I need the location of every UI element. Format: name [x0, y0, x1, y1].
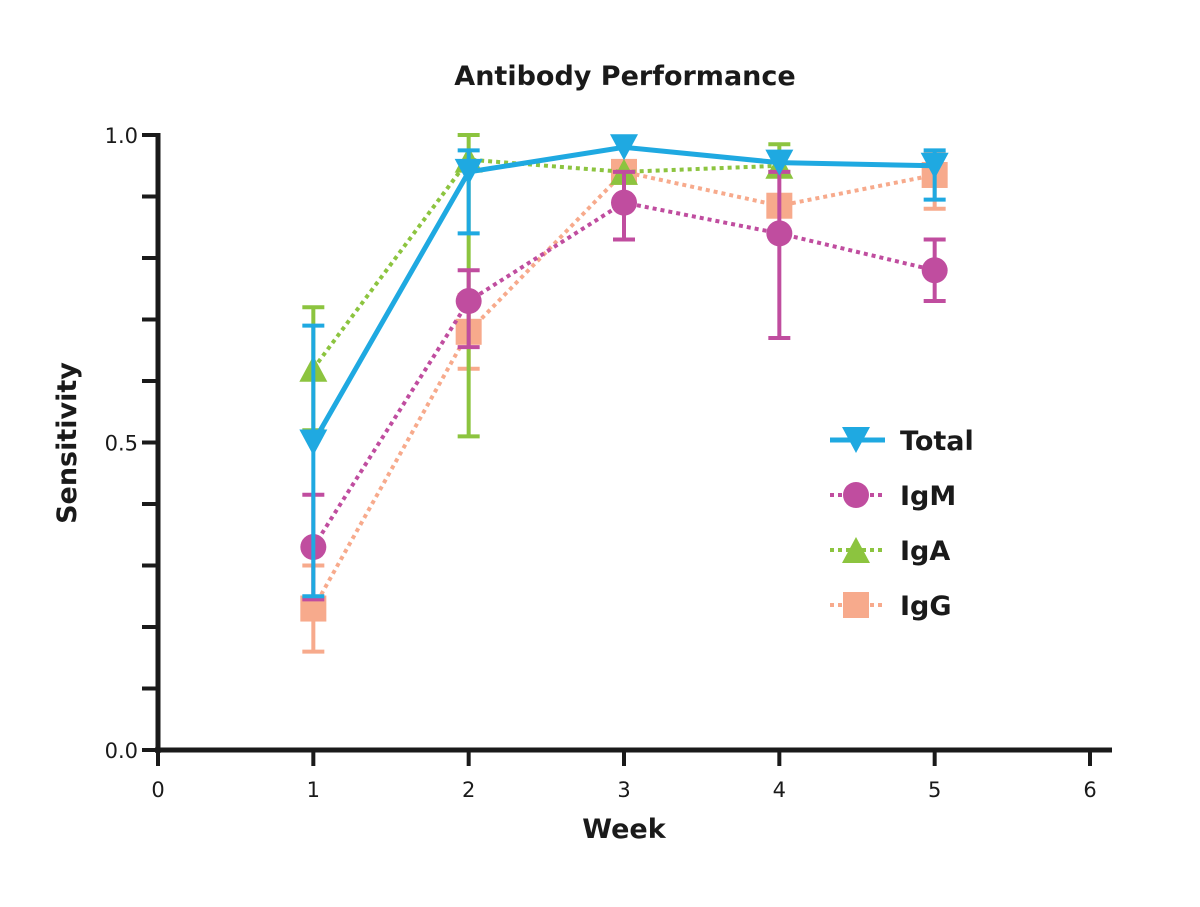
y-tick-label: 1.0: [105, 124, 138, 148]
plot-area: [299, 133, 949, 654]
data-point: [765, 149, 794, 176]
data-point: [611, 189, 637, 216]
series-igm: [300, 169, 948, 602]
legend-marker: [843, 482, 869, 508]
axes: 0.0 0.5 1.0 0 1 2 3 4 5 6: [105, 124, 1112, 802]
data-point: [299, 429, 328, 456]
series-line: [311, 169, 936, 610]
legend-marker: [842, 537, 870, 563]
legend-label: Total: [900, 426, 974, 457]
legend-marker: [843, 592, 869, 618]
x-tick-label: 0: [151, 778, 164, 802]
y-tick-label: 0.5: [105, 432, 138, 456]
data-point: [920, 152, 949, 179]
legend: Total IgM IgA IgG: [830, 426, 974, 622]
data-point: [454, 158, 483, 185]
legend-marker: [842, 427, 870, 453]
x-tick-label: 3: [617, 778, 630, 802]
y-tick-label: 0.0: [105, 739, 138, 763]
series-total: [299, 134, 949, 599]
data-point: [766, 220, 793, 247]
x-tick-label: 5: [928, 778, 941, 802]
legend-label: IgG: [900, 591, 952, 622]
x-tick-label: 2: [462, 778, 475, 802]
data-point: [610, 134, 638, 161]
series-line: [311, 157, 780, 370]
x-tick-label: 6: [1083, 778, 1096, 802]
chart-title: Antibody Performance: [454, 61, 795, 92]
data-point: [921, 257, 948, 284]
x-tick-label: 1: [307, 778, 320, 802]
x-tick-label: 4: [773, 778, 786, 802]
data-point: [455, 288, 482, 315]
legend-item-total: Total: [830, 426, 974, 457]
legend-item-iga: IgA: [830, 536, 950, 567]
legend-item-igm: IgM: [830, 481, 956, 512]
legend-label: IgM: [900, 481, 956, 512]
legend-item-igg: IgG: [830, 591, 952, 622]
series-iga: [299, 133, 794, 439]
legend-label: IgA: [900, 536, 950, 567]
x-axis-label: Week: [582, 814, 666, 845]
y-axis-label: Sensitivity: [52, 362, 83, 524]
